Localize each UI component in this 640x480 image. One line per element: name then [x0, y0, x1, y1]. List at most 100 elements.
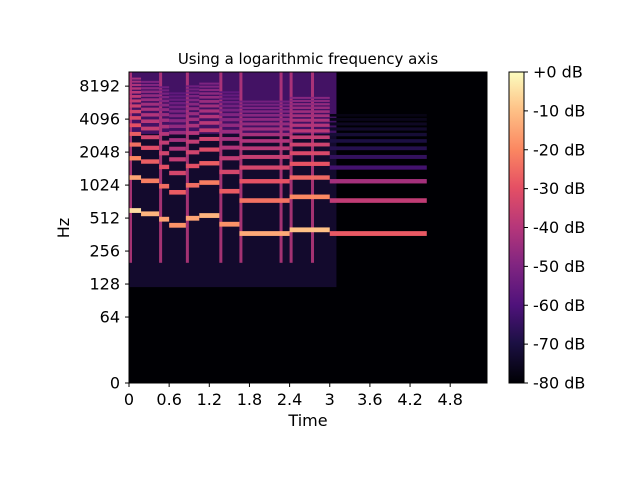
harmonic-band: [169, 95, 186, 98]
harmonic-band: [159, 99, 170, 103]
harmonic-band: [289, 106, 330, 109]
colorbar-tick-label: -60 dB: [533, 296, 585, 315]
harmonic-band: [129, 142, 142, 147]
harmonic-band: [169, 102, 186, 105]
onset-streak: [311, 72, 315, 263]
harmonic-band: [289, 103, 330, 106]
harmonic-band: [169, 157, 186, 162]
x-tick-label: 1.2: [197, 390, 222, 409]
harmonic-band: [141, 94, 160, 97]
harmonic-band: [329, 179, 427, 184]
harmonic-band: [219, 118, 240, 122]
harmonic-band: [289, 129, 330, 133]
harmonic-band: [141, 159, 160, 164]
harmonic-band: [159, 113, 170, 117]
harmonic-band: [289, 227, 330, 233]
harmonic-band: [219, 104, 240, 108]
colorbar-tick-label: +0 dB: [533, 63, 583, 82]
harmonic-band: [141, 211, 160, 217]
harmonic-band: [185, 182, 200, 188]
harmonic-band: [129, 90, 142, 94]
harmonic-band: [239, 179, 290, 184]
harmonic-band: [289, 151, 330, 156]
harmonic-band: [129, 95, 142, 98]
x-axis: 0 0.6 1.2 1.8 2.4 3 3.6 4.2 4.8: [124, 382, 487, 409]
y-tick-label: 512: [89, 209, 120, 228]
harmonic-band: [185, 123, 200, 128]
x-tick-label: 1.8: [237, 390, 262, 409]
harmonic-band: [129, 123, 142, 128]
harmonic-band: [219, 156, 240, 161]
harmonic-band: [239, 106, 290, 110]
harmonic-band: [239, 103, 290, 106]
harmonic-band: [219, 188, 240, 194]
harmonic-band: [185, 88, 200, 91]
harmonic-band: [185, 131, 200, 135]
harmonic-band: [239, 113, 290, 117]
onset-streak: [289, 72, 293, 263]
colorbar-tick-label: -80 dB: [533, 374, 585, 393]
x-tick-label: 4.2: [397, 390, 422, 409]
x-tick-label: 3: [325, 390, 335, 409]
colorbar-tick-label: -30 dB: [533, 179, 585, 198]
harmonic-band: [185, 85, 200, 88]
harmonic-band: [219, 97, 240, 100]
harmonic-band: [159, 183, 170, 189]
harmonic-band: [199, 213, 220, 218]
harmonic-band: [185, 163, 200, 169]
harmonic-band: [141, 107, 160, 111]
harmonic-band: [185, 139, 200, 144]
colorbar-gradient: [508, 71, 525, 384]
harmonic-band: [185, 117, 200, 122]
harmonic-band: [169, 109, 186, 113]
harmonic-band: [185, 102, 200, 106]
colorbar: +0 dB -10 dB -20 dB -30 dB -40 dB -50 dB -60 d…: [508, 63, 585, 393]
harmonic-band: [169, 124, 186, 129]
harmonic-band: [129, 99, 142, 103]
onset-streak: [129, 72, 132, 263]
harmonic-band: [129, 80, 142, 83]
harmonic-band: [239, 100, 290, 103]
harmonic-band: [199, 121, 220, 125]
harmonic-band: [159, 140, 170, 145]
harmonic-band: [169, 92, 186, 95]
harmonic-band: [169, 114, 186, 118]
harmonic-band: [159, 108, 170, 112]
harmonic-band: [169, 190, 186, 195]
harmonic-band: [141, 135, 160, 140]
harmonic-band: [185, 112, 200, 116]
harmonic-band: [199, 109, 220, 113]
harmonic-band: [129, 77, 142, 80]
harmonic-band: [159, 118, 170, 122]
harmonic-band: [169, 98, 186, 101]
harmonic-band: [169, 170, 186, 176]
harmonic-band: [239, 231, 290, 236]
harmonic-band: [239, 139, 290, 143]
harmonic-band: [289, 110, 330, 113]
y-axis: 0 64 128 256 512 1024 2048 4096 8192: [79, 72, 130, 393]
harmonic-band: [199, 100, 220, 103]
colorbar-tick-label: -50 dB: [533, 257, 585, 276]
harmonic-band: [199, 136, 220, 141]
y-tick-label: 1024: [79, 176, 120, 195]
harmonic-band: [159, 132, 170, 136]
harmonic-band: [199, 95, 220, 99]
harmonic-band: [185, 107, 200, 111]
harmonic-band: [289, 161, 330, 166]
y-tick-label: 4096: [79, 110, 120, 129]
harmonic-band: [169, 222, 186, 228]
harmonic-band: [159, 86, 170, 89]
x-tick-label: 4.8: [437, 390, 462, 409]
y-tick-label: 8192: [79, 77, 120, 96]
harmonic-band: [159, 151, 170, 156]
harmonic-band: [129, 87, 142, 90]
y-tick-label: 0: [110, 374, 120, 393]
harmonic-band: [289, 135, 330, 140]
harmonic-band: [185, 91, 200, 94]
harmonic-band: [141, 113, 160, 117]
harmonic-band: [199, 92, 220, 95]
harmonic-band: [219, 221, 240, 227]
harmonic-band: [141, 90, 160, 93]
harmonic-band: [129, 109, 142, 114]
y-tick-label: 2048: [79, 143, 120, 162]
